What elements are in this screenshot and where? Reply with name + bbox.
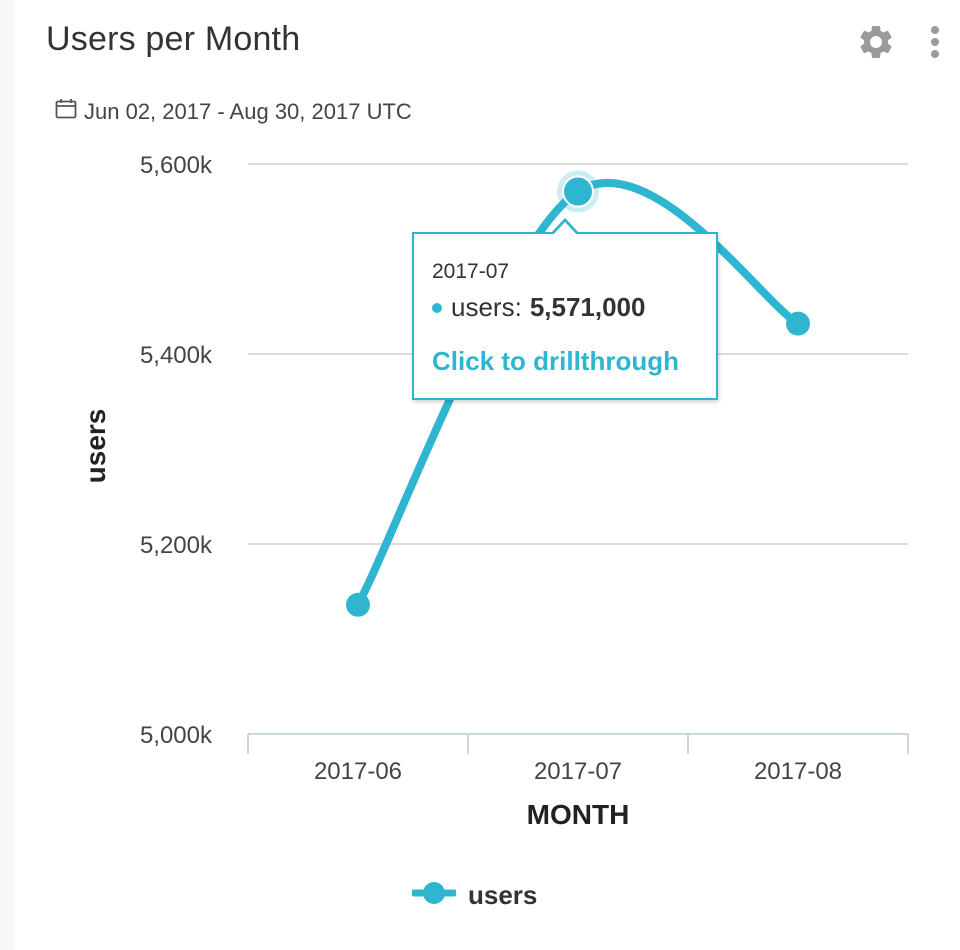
data-tooltip: 2017-07 users: 5,571,000 Click to drillt… <box>412 218 718 400</box>
more-vertical-icon[interactable] <box>928 22 942 67</box>
y-tick-label: 5,200k <box>140 532 213 559</box>
chart-widget: Users per Month Jun 02, 2017 - Aug 30, 2… <box>14 0 960 950</box>
calendar-icon <box>54 97 78 127</box>
x-tick-label: 2017-08 <box>754 758 842 785</box>
legend-label: users <box>468 880 538 910</box>
y-axis: 5,000k 5,200k 5,400k 5,600k <box>140 152 213 749</box>
tooltip-value: 5,571,000 <box>529 292 646 322</box>
widget-title: Users per Month <box>46 20 301 58</box>
x-axis-ticks: 2017-06 2017-07 2017-08 <box>314 758 842 785</box>
drillthrough-link[interactable]: Click to drillthrough <box>432 346 679 376</box>
tooltip-series-row: users: 5,571,000 <box>432 292 645 323</box>
tooltip-header: 2017-07 <box>432 260 510 283</box>
data-point <box>786 311 810 336</box>
data-point <box>346 592 370 617</box>
page-edge <box>0 0 14 950</box>
date-range: Jun 02, 2017 - Aug 30, 2017 UTC <box>54 97 412 127</box>
series-users <box>346 170 810 617</box>
date-range-text: Jun 02, 2017 - Aug 30, 2017 UTC <box>84 99 412 124</box>
tooltip-series-dot <box>432 302 442 313</box>
x-axis-title: MONTH <box>527 799 630 830</box>
legend-symbol-icon <box>410 878 458 913</box>
x-axis <box>247 733 909 754</box>
y-axis-title: users <box>80 409 111 484</box>
x-tick-label: 2017-07 <box>534 758 622 785</box>
y-tick-label: 5,000k <box>140 722 213 749</box>
gear-icon[interactable] <box>856 22 896 67</box>
tooltip-arrow-inner <box>552 222 578 236</box>
y-tick-label: 5,600k <box>140 152 213 179</box>
legend-item-users[interactable]: users <box>410 878 538 913</box>
tooltip-series-label: users: <box>451 292 522 322</box>
x-tick-label: 2017-06 <box>314 758 402 785</box>
y-tick-label: 5,400k <box>140 342 213 369</box>
widget-actions <box>856 22 942 67</box>
data-point <box>562 175 594 208</box>
